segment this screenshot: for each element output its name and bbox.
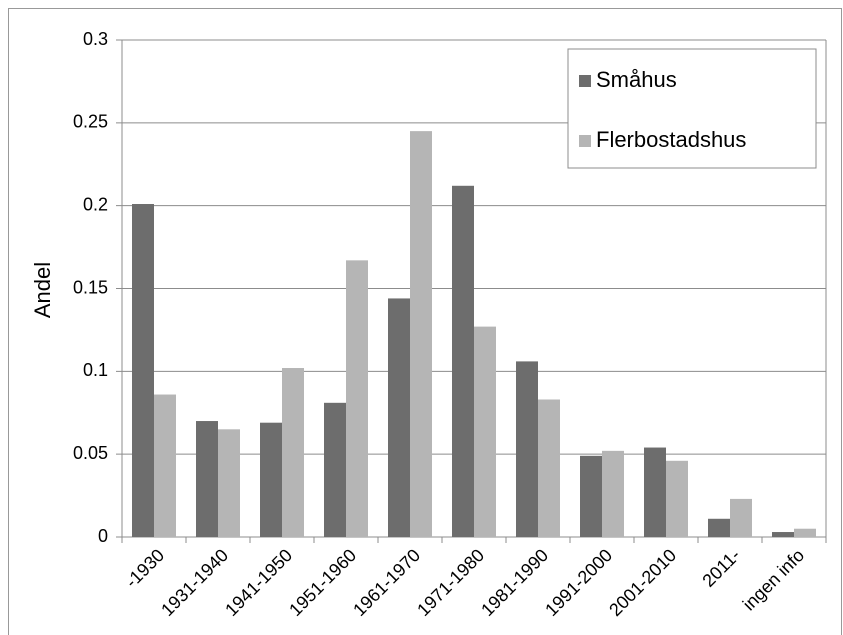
- bar: [346, 260, 368, 537]
- bar: [388, 298, 410, 537]
- bar: [730, 498, 752, 537]
- bar: [410, 131, 432, 537]
- x-tick-label: 1941-1950: [221, 545, 296, 620]
- bar: [794, 528, 816, 537]
- x-tick-label: ingen info: [739, 545, 808, 614]
- x-tick-label: 1971-1980: [413, 545, 488, 620]
- bar: [196, 421, 218, 537]
- y-axis-label: Andel: [30, 262, 55, 318]
- bar: [666, 460, 688, 537]
- y-tick-label: 0.05: [73, 443, 108, 463]
- x-tick-label: 2001-2010: [605, 545, 680, 620]
- y-tick-label: 0.2: [83, 194, 108, 214]
- bar: [772, 532, 794, 537]
- bar: [154, 394, 176, 537]
- bar: [538, 399, 560, 537]
- bar: [644, 447, 666, 537]
- x-tick-label: 2011-: [698, 545, 744, 591]
- y-tick-label: 0.15: [73, 277, 108, 297]
- y-tick-label: 0.25: [73, 112, 108, 132]
- x-tick-label: 1951-1960: [285, 545, 360, 620]
- x-tick-label: 1981-1990: [477, 545, 552, 620]
- y-tick-label: 0.1: [83, 360, 108, 380]
- y-tick-label: 0.3: [83, 29, 108, 49]
- bar: [282, 368, 304, 537]
- bar: [474, 326, 496, 537]
- bar: [580, 455, 602, 537]
- legend-swatch: [579, 75, 591, 87]
- bar: [602, 450, 624, 537]
- legend-box: [567, 48, 817, 169]
- legend-swatch: [579, 135, 591, 147]
- x-tick-label: 1961-1970: [349, 545, 424, 620]
- y-tick-label: 0: [98, 526, 108, 546]
- x-tick-label: 1931-1940: [157, 545, 232, 620]
- x-tick-label: -1930: [121, 545, 168, 592]
- bar: [324, 402, 346, 537]
- bar: [452, 185, 474, 537]
- bar: [132, 204, 154, 537]
- bar: [708, 518, 730, 537]
- x-tick-label: 1991-2000: [541, 545, 616, 620]
- frame: [8, 8, 842, 635]
- bar: [516, 361, 538, 537]
- legend-label: Flerbostadshus: [596, 127, 746, 152]
- bar: [218, 429, 240, 537]
- legend-label: Småhus: [596, 67, 677, 92]
- bar: [260, 422, 282, 537]
